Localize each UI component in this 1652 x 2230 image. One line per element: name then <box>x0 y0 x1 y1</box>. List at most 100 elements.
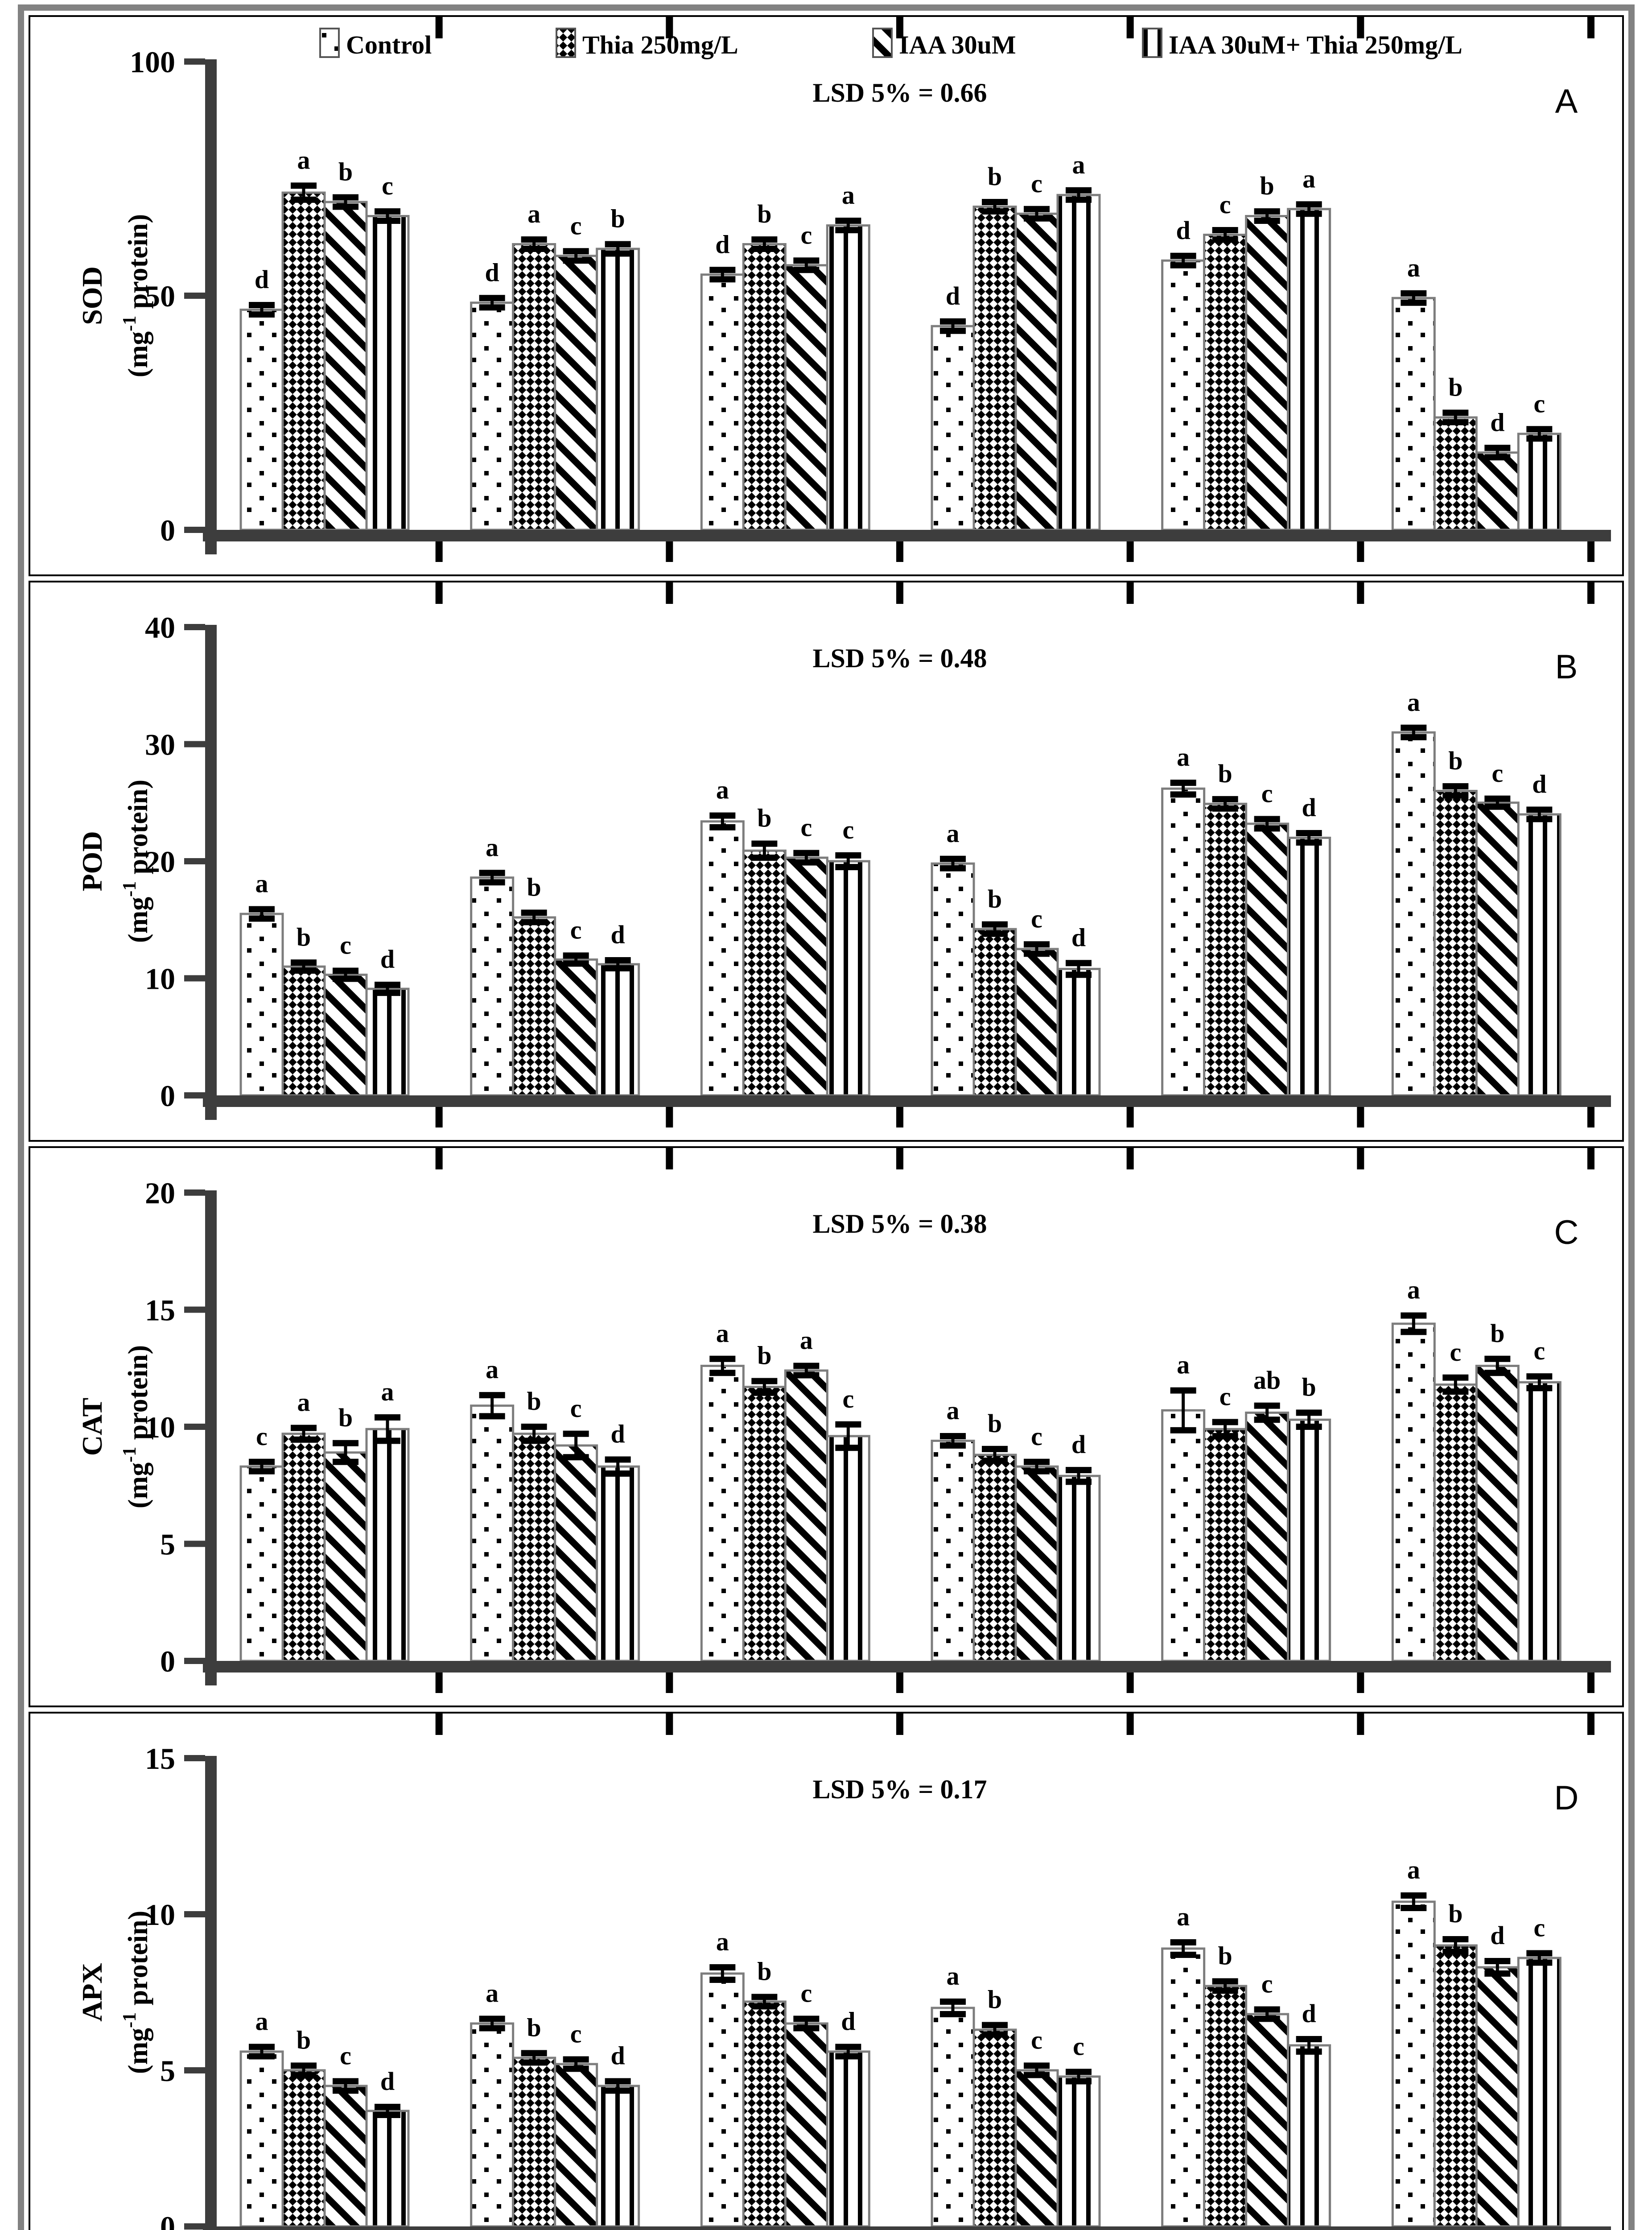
error-bar <box>1412 727 1415 737</box>
error-bar-cap <box>1400 1892 1426 1899</box>
error-bar-cap <box>1212 1419 1238 1425</box>
bar-checker-g2 <box>511 916 556 1097</box>
sig-letter: d <box>1302 793 1316 822</box>
error-bar <box>721 1359 724 1373</box>
error-bar-cap <box>1442 793 1468 799</box>
error-bar-cap <box>563 2056 589 2063</box>
panel-letter: C <box>1554 1214 1578 1251</box>
legend-item-vertical: IAA 30uM+ Thia 250mg/L <box>1141 28 1462 59</box>
error-bar-cap <box>793 267 819 273</box>
error-bar <box>1537 1953 1541 1963</box>
error-bar-cap <box>835 864 861 871</box>
bar-vertical-g2 <box>595 1465 640 1662</box>
bar-dots-g5 <box>1161 787 1205 1097</box>
sig-letter: d <box>1490 1921 1504 1950</box>
sig-letter: b <box>338 157 352 186</box>
error-bar <box>302 186 305 200</box>
error-bar-cap <box>479 879 505 886</box>
error-bar-cap <box>1484 1370 1510 1376</box>
error-bar-cap <box>1484 1355 1510 1362</box>
bar-dots-g3 <box>700 1972 745 2228</box>
sig-letter: d <box>254 265 268 294</box>
y-axis-tick <box>184 2067 205 2073</box>
sig-letter: a <box>527 199 540 228</box>
error-bar <box>1265 2009 1269 2019</box>
y-tick-label: 20 <box>145 1176 175 1210</box>
error-bar-cap <box>1065 187 1092 194</box>
error-bar-cap <box>1254 1416 1280 1423</box>
sig-letter: b <box>1218 1941 1232 1970</box>
sig-letter: c <box>1533 1336 1545 1365</box>
sig-letter: d <box>610 1420 625 1449</box>
sig-letter: a <box>1407 688 1420 717</box>
error-bar <box>386 211 389 221</box>
error-bar-cap <box>1254 208 1280 215</box>
error-bar-cap <box>1023 1468 1050 1474</box>
y-axis-unit: (mg-1 protein) <box>119 214 153 377</box>
error-bar-cap <box>1526 435 1552 442</box>
bottom-axis-tick <box>1126 1107 1134 1127</box>
error-bar-cap <box>1212 1978 1238 1985</box>
bar-vertical-g4 <box>1056 2075 1100 2228</box>
error-bar-cap <box>793 2015 819 2022</box>
bar-checker-g1 <box>281 2069 325 2228</box>
error-bar-cap <box>793 850 819 856</box>
error-bar-cap <box>290 2072 317 2078</box>
sig-letter: c <box>1533 1913 1545 1942</box>
error-bar-cap <box>981 208 1008 215</box>
error-bar <box>344 197 347 207</box>
sig-letter: c <box>382 171 393 200</box>
error-bar-cap <box>1065 960 1092 966</box>
sig-letter: b <box>1218 759 1232 788</box>
sig-letter: b <box>338 1403 352 1432</box>
y-tick-label: 0 <box>160 2210 175 2230</box>
sig-letter: b <box>1448 373 1462 402</box>
error-bar-cap <box>709 1355 735 1362</box>
error-bar-cap <box>939 327 966 334</box>
error-bar <box>804 1366 808 1375</box>
error-bar-cap <box>751 1378 777 1384</box>
error-bar-cap <box>1296 2036 1322 2042</box>
error-bar-cap <box>1442 1388 1468 1395</box>
top-axis-tick <box>1356 1148 1364 1169</box>
bar-checker-g6 <box>1433 1944 1478 2228</box>
error-bar-cap <box>1170 780 1196 786</box>
bar-diagonal-g1 <box>323 1451 367 1662</box>
sig-letter: b <box>296 2026 310 2055</box>
error-bar-cap <box>374 208 400 215</box>
sig-letter: a <box>297 1388 310 1417</box>
error-bar-cap <box>374 2104 400 2110</box>
sig-letter: c <box>570 211 581 240</box>
error-bar <box>532 913 536 922</box>
error-bar <box>951 859 954 868</box>
sig-letter: ab <box>1253 1366 1281 1395</box>
sig-letter: d <box>1490 408 1504 437</box>
error-bar-cap <box>1065 196 1092 203</box>
sig-letter: d <box>1176 216 1190 245</box>
bar-dots-g4 <box>931 862 975 1097</box>
error-bar <box>993 202 996 211</box>
error-bar-cap <box>1212 805 1238 812</box>
y-axis-tick <box>184 624 205 630</box>
error-bar <box>721 1967 724 1980</box>
error-bar-cap <box>793 1363 819 1369</box>
error-bar-cap <box>1442 409 1468 416</box>
error-bar-cap <box>1484 454 1510 461</box>
error-bar-cap <box>374 982 400 988</box>
error-bar <box>1307 2039 1310 2052</box>
error-bar-cap <box>332 967 358 974</box>
sig-letter: c <box>570 916 581 945</box>
error-bar <box>344 2081 347 2091</box>
error-bar <box>993 2025 996 2035</box>
lsd-annotation: LSD 5% = 0.38 <box>812 1209 987 1239</box>
error-bar-cap <box>248 906 275 913</box>
error-bar <box>490 2019 494 2028</box>
top-axis-tick <box>435 582 443 604</box>
panel-letter: D <box>1554 1779 1578 1817</box>
legend-label: Control <box>346 30 432 59</box>
error-bar <box>616 1459 619 1474</box>
y-axis-spine <box>205 1190 217 1685</box>
legend-swatch-dots-icon <box>319 28 340 58</box>
error-bar <box>1223 1422 1227 1436</box>
error-bar-cap <box>563 952 589 959</box>
